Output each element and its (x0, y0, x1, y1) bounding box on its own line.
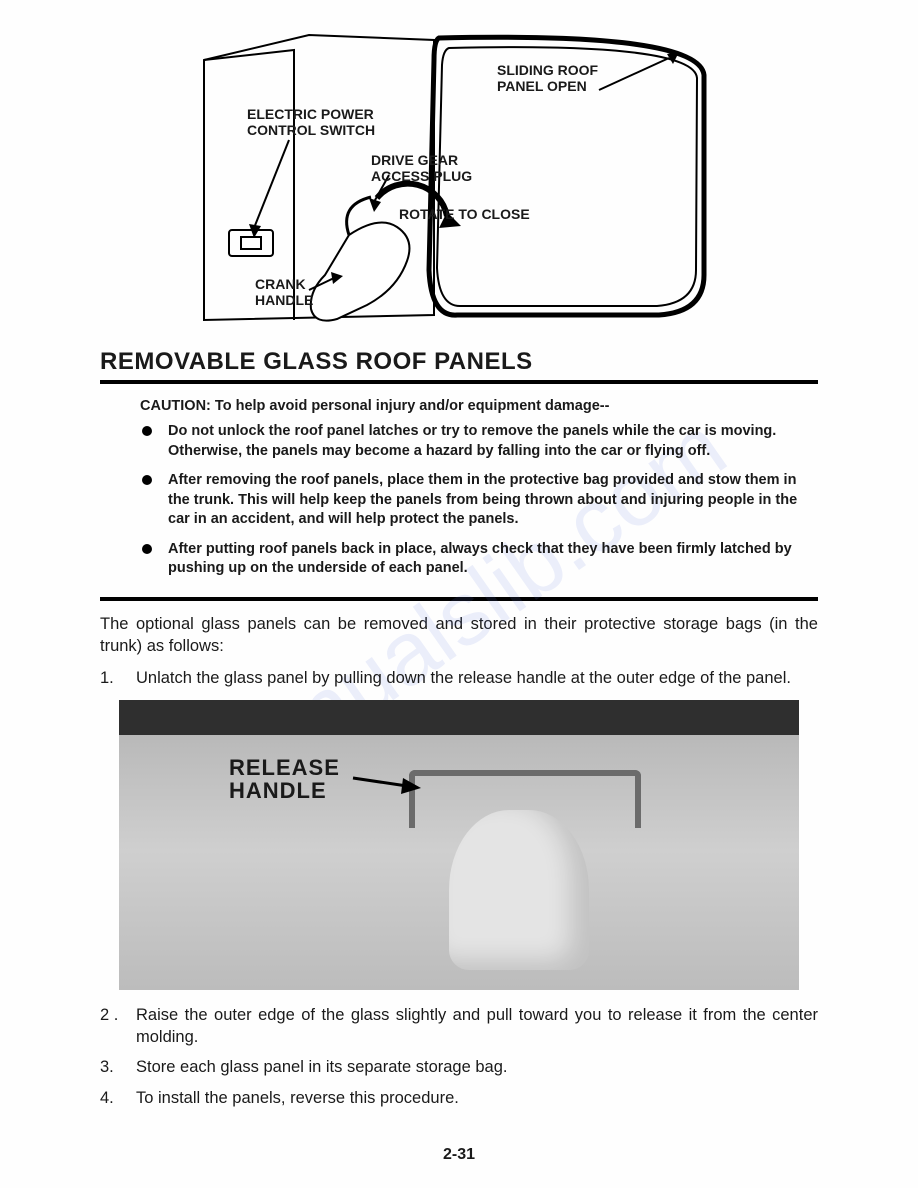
manual-page: manualslib.com (0, 0, 918, 1188)
label-electric-switch: ELECTRIC POWERCONTROL SWITCH (247, 106, 375, 138)
caution-bullet: After removing the roof panels, place th… (140, 471, 808, 530)
step-number: 4. (100, 1087, 114, 1109)
caution-lead-text: To help avoid personal injury and/or equ… (215, 398, 610, 414)
caution-lead: CAUTION: To help avoid personal injury a… (140, 398, 808, 414)
intro-paragraph: The optional glass panels can be removed… (100, 613, 818, 658)
step-number: 2 . (100, 1004, 118, 1026)
step-number: 1. (100, 667, 114, 689)
step-text: To install the panels, reverse this proc… (136, 1089, 459, 1107)
rule-top (100, 380, 818, 384)
label-drive-gear: DRIVE GEARACCESS PLUG (371, 152, 472, 184)
steps-list: 1. Unlatch the glass panel by pulling dow… (100, 667, 818, 689)
label-crank: CRANKHANDLE (255, 276, 313, 308)
release-handle-photo: RELEASEHANDLE (119, 700, 799, 990)
step-text: Store each glass panel in its separate s… (136, 1058, 507, 1076)
photo-arrow-icon (351, 766, 421, 796)
label-sliding-roof: SLIDING ROOFPANEL OPEN (497, 62, 598, 94)
hand-shape (449, 810, 589, 970)
step-text: Unlatch the glass panel by pulling down … (136, 669, 791, 687)
caution-label: CAUTION: (140, 398, 211, 414)
step-item: 4. To install the panels, reverse this pr… (100, 1087, 818, 1109)
caution-block: CAUTION: To help avoid personal injury a… (100, 394, 818, 593)
step-item: 2 . Raise the outer edge of the glass sli… (100, 1004, 818, 1049)
label-rotate: ROTATE TO CLOSE (399, 206, 530, 222)
step-text: Raise the outer edge of the glass slight… (136, 1006, 818, 1046)
step-number: 3. (100, 1056, 114, 1078)
caution-bullet: After putting roof panels back in place,… (140, 540, 808, 579)
step-item: 3. Store each glass panel in its separate… (100, 1056, 818, 1078)
step-item: 1. Unlatch the glass panel by pulling dow… (100, 667, 818, 689)
page-number: 2-31 (0, 1146, 918, 1164)
steps-list-cont: 2 . Raise the outer edge of the glass sli… (100, 1004, 818, 1109)
caution-bullets: Do not unlock the roof panel latches or … (140, 422, 808, 579)
rule-bottom (100, 597, 818, 601)
photo-label: RELEASEHANDLE (229, 756, 340, 802)
roof-diagram: SLIDING ROOFPANEL OPEN ELECTRIC POWERCON… (199, 20, 719, 330)
section-title: REMOVABLE GLASS ROOF PANELS (100, 348, 818, 376)
caution-bullet: Do not unlock the roof panel latches or … (140, 422, 808, 461)
